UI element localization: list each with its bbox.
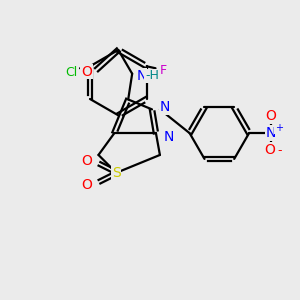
Text: N: N <box>160 100 170 114</box>
Text: +: + <box>275 123 283 133</box>
Text: S: S <box>112 166 121 180</box>
Text: O: O <box>81 65 92 79</box>
Text: O: O <box>264 143 275 157</box>
Text: N: N <box>136 69 146 83</box>
Text: O: O <box>81 178 92 192</box>
Text: O: O <box>266 109 276 123</box>
Text: -H: -H <box>145 69 159 82</box>
Text: N: N <box>164 130 174 144</box>
Text: F: F <box>160 64 167 77</box>
Text: Cl: Cl <box>65 66 77 79</box>
Text: -: - <box>278 145 282 158</box>
Text: N: N <box>266 126 276 140</box>
Text: O: O <box>81 154 92 168</box>
